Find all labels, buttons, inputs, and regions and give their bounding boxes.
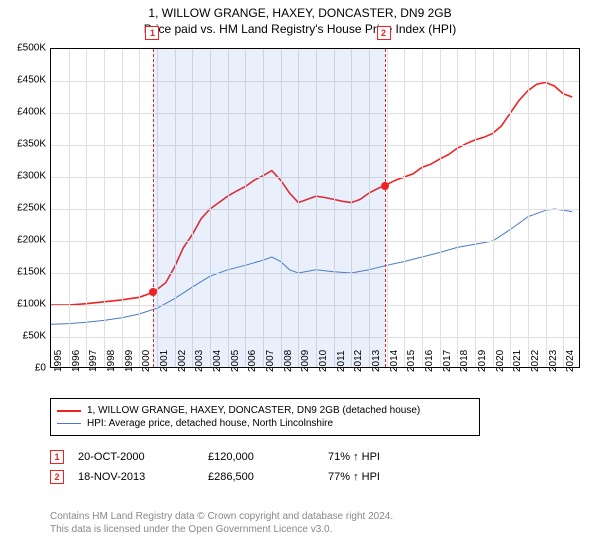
- legend-label: 1, WILLOW GRANGE, HAXEY, DONCASTER, DN9 …: [87, 405, 420, 416]
- legend-swatch-red: [57, 410, 81, 412]
- gridline-v: [493, 49, 494, 367]
- x-axis-label: 2004: [212, 350, 223, 372]
- legend-item-property: 1, WILLOW GRANGE, HAXEY, DONCASTER, DN9 …: [57, 405, 473, 416]
- x-axis-label: 2023: [548, 350, 559, 372]
- footer-line1: Contains HM Land Registry data © Crown c…: [50, 510, 570, 523]
- gridline-v: [510, 49, 511, 367]
- sale-hpi: 71% ↑ HPI: [328, 451, 448, 463]
- sale-price: £286,500: [208, 471, 328, 483]
- x-axis-label: 2008: [283, 350, 294, 372]
- gridline-v: [139, 49, 140, 367]
- y-axis-label: £100K: [17, 299, 46, 310]
- sale-point-icon: [381, 182, 389, 190]
- plot-region: [50, 48, 580, 368]
- y-axis-label: £50K: [23, 331, 46, 342]
- x-axis-label: 2010: [318, 350, 329, 372]
- x-axis-label: 2006: [247, 350, 258, 372]
- title-address: 1, WILLOW GRANGE, HAXEY, DONCASTER, DN9 …: [0, 6, 600, 20]
- sale-marker-icon: 2: [50, 470, 64, 484]
- x-axis-label: 2009: [300, 350, 311, 372]
- legend: 1, WILLOW GRANGE, HAXEY, DONCASTER, DN9 …: [50, 398, 480, 436]
- gridline-v: [475, 49, 476, 367]
- x-axis-label: 2003: [194, 350, 205, 372]
- gridline-v: [457, 49, 458, 367]
- x-axis-label: 2022: [530, 350, 541, 372]
- x-axis-label: 2011: [336, 350, 347, 372]
- x-axis-label: 1995: [53, 350, 64, 372]
- sales-table: 1 20-OCT-2000 £120,000 71% ↑ HPI 2 18-NO…: [50, 444, 550, 490]
- sale-row-2: 2 18-NOV-2013 £286,500 77% ↑ HPI: [50, 470, 550, 484]
- x-axis-label: 2005: [230, 350, 241, 372]
- y-axis-label: £250K: [17, 203, 46, 214]
- sale-price: £120,000: [208, 451, 328, 463]
- x-axis-label: 2017: [442, 350, 453, 372]
- x-axis-label: 2012: [353, 350, 364, 372]
- sale-hpi: 77% ↑ HPI: [328, 471, 448, 483]
- legend-item-hpi: HPI: Average price, detached house, Nort…: [57, 418, 473, 429]
- y-axis-label: £0: [35, 363, 46, 374]
- chart-area: £0£50K£100K£150K£200K£250K£300K£350K£400…: [50, 48, 580, 388]
- y-axis-label: £300K: [17, 171, 46, 182]
- x-axis-label: 2014: [389, 350, 400, 372]
- sale-date: 20-OCT-2000: [78, 451, 208, 463]
- x-axis-label: 2000: [141, 350, 152, 372]
- gridline-v: [440, 49, 441, 367]
- gridline-v: [387, 49, 388, 367]
- gridline-v: [546, 49, 547, 367]
- x-axis-label: 2002: [177, 350, 188, 372]
- x-axis-label: 2001: [159, 350, 170, 372]
- gridline-v: [122, 49, 123, 367]
- sale-row-1: 1 20-OCT-2000 £120,000 71% ↑ HPI: [50, 450, 550, 464]
- x-axis-label: 2007: [265, 350, 276, 372]
- gridline-v: [528, 49, 529, 367]
- x-axis-label: 2021: [512, 350, 523, 372]
- shaded-period: [153, 49, 384, 367]
- sale-marker-box: 2: [377, 26, 391, 40]
- sale-marker-line: [385, 49, 386, 367]
- gridline-v: [69, 49, 70, 367]
- sale-point-icon: [149, 288, 157, 296]
- gridline-v: [563, 49, 564, 367]
- x-axis-label: 2016: [424, 350, 435, 372]
- sale-date: 18-NOV-2013: [78, 471, 208, 483]
- chart-title: 1, WILLOW GRANGE, HAXEY, DONCASTER, DN9 …: [0, 0, 600, 36]
- footer-line2: This data is licensed under the Open Gov…: [50, 523, 570, 536]
- x-axis-label: 2019: [477, 350, 488, 372]
- gridline-v: [104, 49, 105, 367]
- legend-label: HPI: Average price, detached house, Nort…: [87, 418, 333, 429]
- y-axis-label: £400K: [17, 107, 46, 118]
- y-axis-label: £450K: [17, 75, 46, 86]
- x-axis-label: 1997: [88, 350, 99, 372]
- gridline-v: [86, 49, 87, 367]
- title-subtitle: Price paid vs. HM Land Registry's House …: [0, 22, 600, 36]
- gridline-v: [422, 49, 423, 367]
- x-axis-label: 1996: [71, 350, 82, 372]
- x-axis-label: 2015: [406, 350, 417, 372]
- x-axis-label: 2020: [495, 350, 506, 372]
- legend-swatch-blue: [57, 423, 81, 424]
- y-axis-label: £200K: [17, 235, 46, 246]
- x-axis-label: 1999: [124, 350, 135, 372]
- y-axis-label: £350K: [17, 139, 46, 150]
- gridline-v: [404, 49, 405, 367]
- y-axis-label: £150K: [17, 267, 46, 278]
- x-axis-label: 2018: [459, 350, 470, 372]
- y-axis-label: £500K: [17, 43, 46, 54]
- x-axis-label: 2024: [565, 350, 576, 372]
- x-axis-label: 1998: [106, 350, 117, 372]
- sale-marker-icon: 1: [50, 450, 64, 464]
- sale-marker-box: 1: [145, 26, 159, 40]
- x-axis-label: 2013: [371, 350, 382, 372]
- sale-marker-line: [153, 49, 154, 367]
- footer-attribution: Contains HM Land Registry data © Crown c…: [50, 510, 570, 536]
